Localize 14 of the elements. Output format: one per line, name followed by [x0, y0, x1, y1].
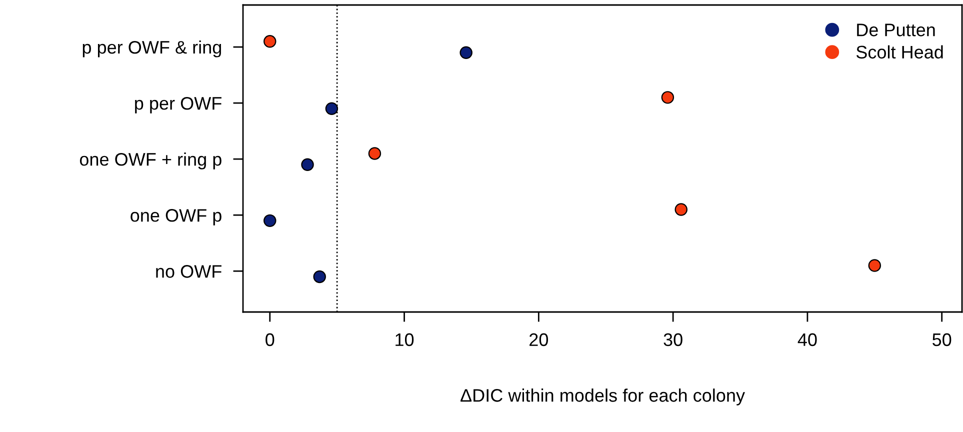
y-tick-label: one OWF + ring p	[80, 152, 222, 170]
legend-label: Scolt Head	[856, 45, 943, 59]
x-tick-label: 10	[396, 333, 414, 346]
x-tick-label: 40	[798, 333, 817, 346]
y-tick-label: p per OWF & ring	[82, 40, 222, 58]
legend-label: De Putten	[857, 24, 935, 36]
x-tick-label: 30	[664, 333, 682, 346]
x-tick-label: 20	[530, 333, 548, 346]
y-tick-label: no OWF	[156, 265, 222, 278]
x-tick-label: 50	[932, 333, 952, 346]
y-tick-label: one OWF p	[130, 209, 222, 226]
x-tick-label: 0	[266, 333, 274, 346]
x-axis-title: ΔDIC within models for each colony	[460, 388, 745, 406]
y-tick-label: p per OWF	[135, 96, 222, 114]
